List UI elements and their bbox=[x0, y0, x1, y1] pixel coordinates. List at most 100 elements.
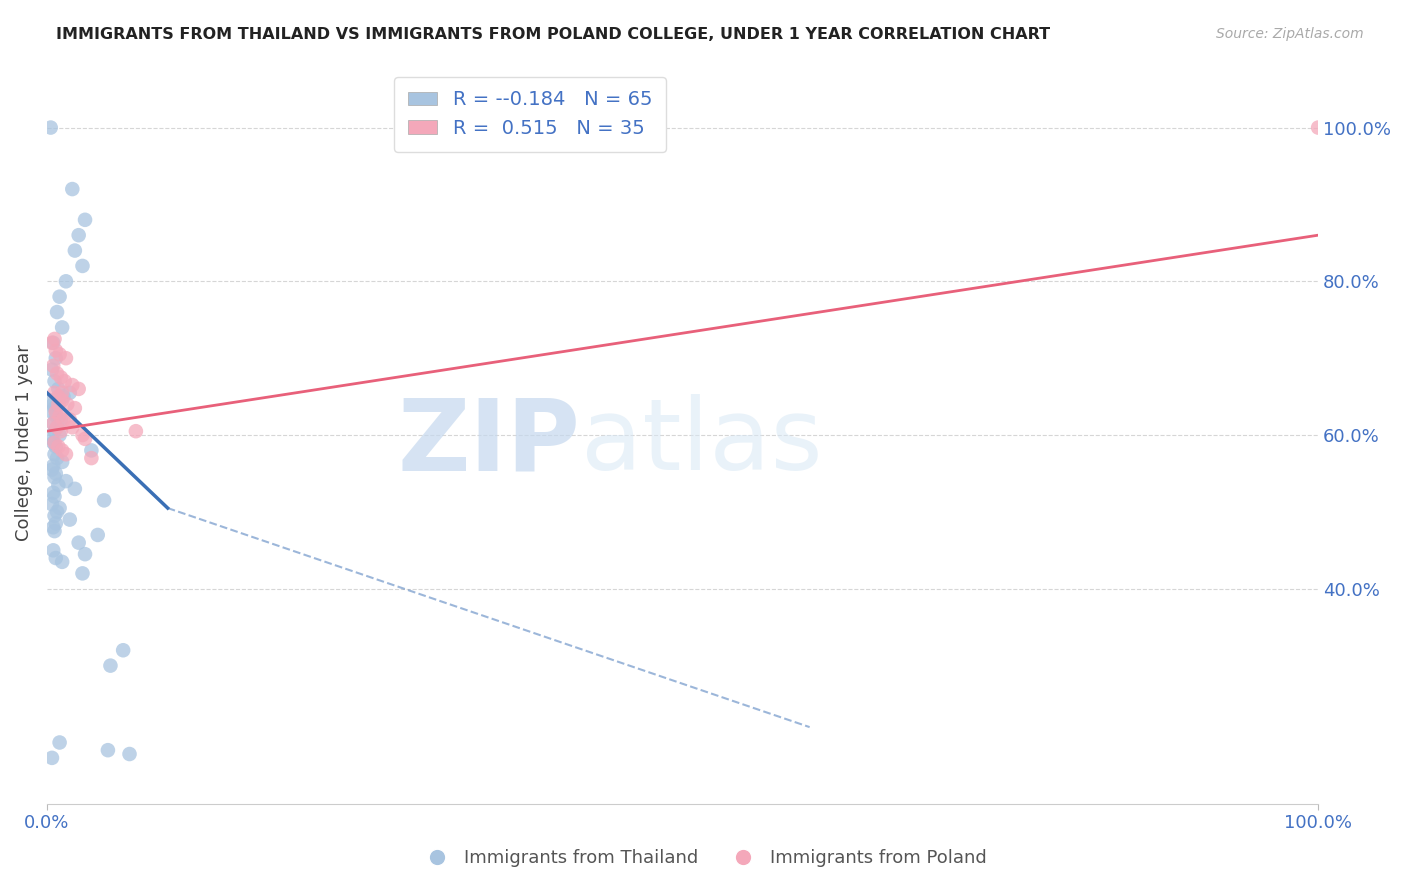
Point bbox=[45, 405, 67, 419]
Point bbox=[52, 412, 75, 426]
Point bbox=[72, 259, 94, 273]
Point bbox=[93, 493, 115, 508]
Point bbox=[45, 351, 67, 366]
Point bbox=[59, 412, 82, 426]
Point bbox=[72, 428, 94, 442]
Point bbox=[46, 420, 69, 434]
Point bbox=[55, 351, 77, 366]
Point bbox=[72, 566, 94, 581]
Point bbox=[46, 505, 69, 519]
Point bbox=[97, 743, 120, 757]
Point bbox=[51, 443, 73, 458]
Point bbox=[48, 347, 70, 361]
Point bbox=[44, 424, 66, 438]
Point bbox=[63, 482, 86, 496]
Point bbox=[42, 359, 65, 373]
Point bbox=[118, 747, 141, 761]
Point bbox=[45, 467, 67, 481]
Point bbox=[44, 435, 66, 450]
Point bbox=[49, 412, 72, 426]
Point bbox=[45, 440, 67, 454]
Point bbox=[42, 335, 65, 350]
Point bbox=[45, 551, 67, 566]
Point bbox=[46, 382, 69, 396]
Point bbox=[44, 385, 66, 400]
Point bbox=[44, 490, 66, 504]
Point bbox=[67, 228, 90, 243]
Point bbox=[60, 378, 83, 392]
Legend: Immigrants from Thailand, Immigrants from Poland: Immigrants from Thailand, Immigrants fro… bbox=[412, 842, 994, 874]
Point bbox=[53, 374, 76, 388]
Point bbox=[87, 528, 110, 542]
Text: Source: ZipAtlas.com: Source: ZipAtlas.com bbox=[1216, 27, 1364, 41]
Point bbox=[80, 451, 103, 466]
Point bbox=[42, 417, 65, 431]
Legend: R = --0.184   N = 65, R =  0.515   N = 35: R = --0.184 N = 65, R = 0.515 N = 35 bbox=[394, 77, 665, 152]
Point bbox=[51, 393, 73, 408]
Y-axis label: College, Under 1 year: College, Under 1 year bbox=[15, 344, 32, 541]
Point bbox=[48, 501, 70, 516]
Point bbox=[46, 451, 69, 466]
Point bbox=[42, 435, 65, 450]
Point bbox=[42, 458, 65, 473]
Point bbox=[59, 512, 82, 526]
Point bbox=[44, 401, 66, 416]
Point bbox=[46, 367, 69, 381]
Point bbox=[44, 374, 66, 388]
Point bbox=[73, 547, 96, 561]
Point bbox=[49, 424, 72, 438]
Point bbox=[45, 516, 67, 531]
Point bbox=[51, 455, 73, 469]
Point bbox=[41, 335, 63, 350]
Point bbox=[48, 428, 70, 442]
Point bbox=[60, 420, 83, 434]
Point bbox=[39, 393, 62, 408]
Point bbox=[48, 409, 70, 423]
Point bbox=[46, 440, 69, 454]
Point bbox=[46, 390, 69, 404]
Point bbox=[46, 478, 69, 492]
Point bbox=[63, 401, 86, 416]
Point bbox=[112, 643, 135, 657]
Point bbox=[41, 405, 63, 419]
Point bbox=[42, 543, 65, 558]
Point bbox=[55, 474, 77, 488]
Point bbox=[41, 362, 63, 376]
Point bbox=[42, 485, 65, 500]
Point bbox=[46, 397, 69, 411]
Point bbox=[51, 555, 73, 569]
Point bbox=[60, 182, 83, 196]
Point bbox=[48, 735, 70, 749]
Point bbox=[44, 447, 66, 461]
Point bbox=[44, 524, 66, 538]
Point bbox=[42, 417, 65, 431]
Point bbox=[51, 385, 73, 400]
Point bbox=[67, 535, 90, 549]
Point bbox=[59, 385, 82, 400]
Text: IMMIGRANTS FROM THAILAND VS IMMIGRANTS FROM POLAND COLLEGE, UNDER 1 YEAR CORRELA: IMMIGRANTS FROM THAILAND VS IMMIGRANTS F… bbox=[56, 27, 1050, 42]
Point bbox=[49, 370, 72, 384]
Point bbox=[46, 305, 69, 319]
Point bbox=[73, 212, 96, 227]
Point bbox=[39, 120, 62, 135]
Point bbox=[63, 244, 86, 258]
Point bbox=[73, 432, 96, 446]
Point bbox=[80, 443, 103, 458]
Point bbox=[55, 447, 77, 461]
Point bbox=[41, 497, 63, 511]
Point bbox=[44, 508, 66, 523]
Point bbox=[45, 343, 67, 358]
Point bbox=[100, 658, 122, 673]
Point bbox=[56, 397, 79, 411]
Point bbox=[125, 424, 148, 438]
Point bbox=[42, 397, 65, 411]
Text: ZIP: ZIP bbox=[398, 394, 581, 491]
Point bbox=[48, 290, 70, 304]
Point bbox=[41, 432, 63, 446]
Point bbox=[51, 320, 73, 334]
Point bbox=[41, 462, 63, 476]
Point bbox=[55, 274, 77, 288]
Point bbox=[45, 409, 67, 423]
Point bbox=[67, 382, 90, 396]
Point bbox=[41, 751, 63, 765]
